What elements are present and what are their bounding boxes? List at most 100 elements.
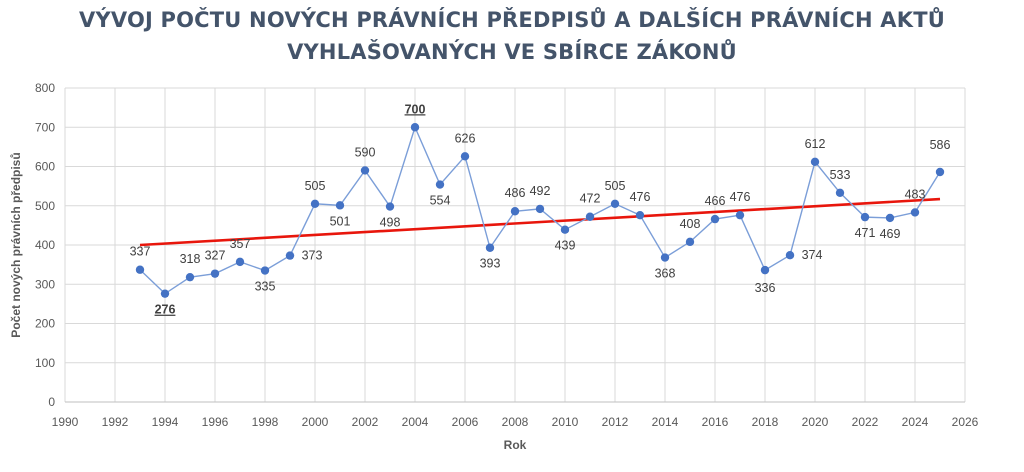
x-tick-label: 1990 xyxy=(52,415,79,429)
data-label: 586 xyxy=(930,138,951,152)
data-point xyxy=(435,180,445,189)
data-point xyxy=(560,225,570,234)
data-label: 327 xyxy=(205,249,226,263)
y-tick-label: 700 xyxy=(35,120,55,134)
data-label: 335 xyxy=(255,280,276,294)
y-axis-title: Počet nových právních předpisů xyxy=(9,152,23,337)
data-label: 483 xyxy=(905,187,926,201)
gridlines xyxy=(64,87,966,403)
x-tick-label: 2006 xyxy=(452,415,479,429)
data-point xyxy=(410,123,420,132)
x-tick-label: 2018 xyxy=(752,415,779,429)
data-label: 476 xyxy=(730,190,751,204)
x-tick-label: 2008 xyxy=(502,415,529,429)
x-tick-label: 2004 xyxy=(402,415,429,429)
data-labels: 337 276 318 327 357 335 373 505 501 590 498 700 554 6… xyxy=(130,102,951,316)
data-point xyxy=(935,167,945,177)
data-point xyxy=(160,289,170,298)
data-label: 337 xyxy=(130,245,151,259)
data-label: 318 xyxy=(180,252,201,266)
x-tick-labels: 1990 1992 1994 1996 1998 2000 2002 2004 2006 2008… xyxy=(52,415,979,429)
data-point xyxy=(460,152,470,161)
data-label: 486 xyxy=(505,186,526,200)
data-point xyxy=(185,272,195,282)
x-tick-label: 1994 xyxy=(152,415,179,429)
x-tick-label: 2020 xyxy=(802,415,829,429)
data-label: 554 xyxy=(430,194,451,208)
series-group xyxy=(135,123,945,298)
y-tick-label: 400 xyxy=(35,238,55,252)
data-label: 469 xyxy=(880,227,901,241)
x-tick-label: 2024 xyxy=(902,415,929,429)
x-axis-title: Rok xyxy=(504,438,527,452)
data-point xyxy=(710,214,720,224)
y-tick-label: 600 xyxy=(35,160,55,174)
x-tick-label: 2002 xyxy=(352,415,379,429)
data-point xyxy=(835,188,845,197)
data-point xyxy=(360,166,370,175)
x-tick-label: 2000 xyxy=(302,415,329,429)
data-point xyxy=(660,253,670,262)
data-label: 505 xyxy=(605,179,626,193)
data-label: 466 xyxy=(705,194,726,208)
data-label: 393 xyxy=(480,257,501,271)
x-tick-label: 1996 xyxy=(202,415,229,429)
data-label: 373 xyxy=(302,249,323,263)
data-label: 439 xyxy=(555,239,576,253)
data-point xyxy=(310,199,320,208)
x-tick-label: 2012 xyxy=(602,415,629,429)
data-point xyxy=(135,265,145,274)
data-point xyxy=(785,251,795,260)
data-point xyxy=(235,257,245,267)
x-tick-label: 2022 xyxy=(852,415,879,429)
data-label: 357 xyxy=(230,237,251,251)
x-tick-label: 1998 xyxy=(252,415,279,429)
data-point xyxy=(885,213,895,223)
x-tick-label: 2014 xyxy=(652,415,679,429)
data-point xyxy=(910,208,920,217)
data-label: 501 xyxy=(330,214,351,228)
data-label: 498 xyxy=(380,216,401,230)
data-point xyxy=(635,210,645,220)
data-point xyxy=(610,199,620,208)
data-point xyxy=(510,207,520,216)
data-label: 408 xyxy=(680,217,701,231)
data-point xyxy=(210,269,220,278)
y-tick-label: 500 xyxy=(35,199,55,213)
y-tick-label: 100 xyxy=(35,356,55,370)
data-point xyxy=(260,266,270,275)
data-point xyxy=(760,265,770,275)
y-tick-label: 300 xyxy=(35,277,55,291)
data-label: 472 xyxy=(580,192,601,206)
data-label: 590 xyxy=(355,145,376,159)
data-label: 368 xyxy=(655,267,676,281)
x-tick-label: 2010 xyxy=(552,415,579,429)
data-point xyxy=(335,201,345,210)
data-point xyxy=(285,251,295,260)
data-point xyxy=(810,157,820,166)
data-label: 476 xyxy=(630,190,651,204)
data-point xyxy=(860,212,870,222)
trendline xyxy=(139,197,941,247)
data-label: 336 xyxy=(755,281,776,295)
trendline-group xyxy=(139,197,941,247)
data-point xyxy=(385,202,395,211)
x-tick-label: 1992 xyxy=(102,415,129,429)
data-label: 374 xyxy=(802,248,823,262)
data-point xyxy=(485,243,495,252)
data-point xyxy=(685,237,695,247)
y-tick-label: 800 xyxy=(35,81,55,95)
y-tick-label: 200 xyxy=(35,317,55,331)
data-label: 276 xyxy=(155,303,176,317)
chart-title-line-2: VYHLAŠOVANÝCH VE SBÍRCE ZÁKONŮ xyxy=(287,40,737,64)
data-label: 505 xyxy=(305,179,326,193)
data-label: 612 xyxy=(805,137,826,151)
data-label: 471 xyxy=(855,226,876,240)
data-label: 700 xyxy=(405,102,426,116)
x-tick-label: 2026 xyxy=(952,415,979,429)
chart-title-line-1: VÝVOJ POČTU NOVÝCH PRÁVNÍCH PŘEDPISŮ A D… xyxy=(79,8,945,32)
y-tick-label: 0 xyxy=(48,395,55,409)
data-point xyxy=(535,204,545,214)
